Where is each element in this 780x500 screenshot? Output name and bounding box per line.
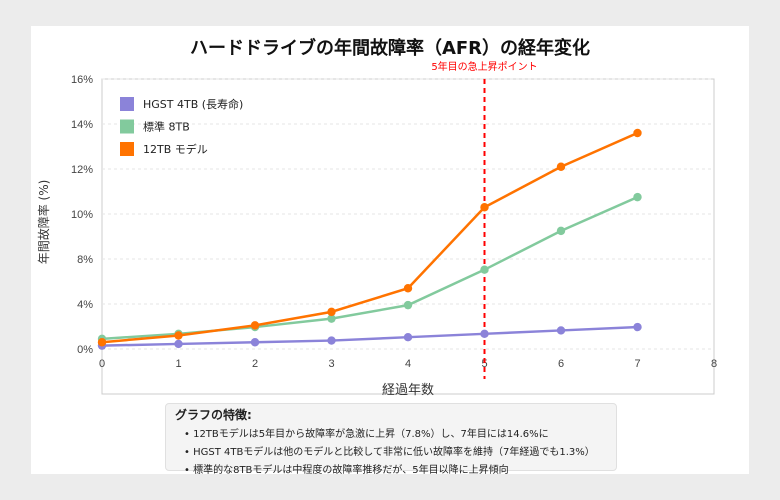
data-point [633,128,642,138]
y-axis-label: 年間故障率 (%) [36,180,51,265]
x-tick-label: 8 [711,358,717,370]
legend-label: 12TB モデル [143,142,208,156]
data-point [174,339,183,349]
data-point [250,321,260,330]
y-tick-label: 4% [77,299,93,311]
feature-item: • 12TBモデルは5年目から故障率が急激に上昇（7.8%）し、7年目には14.… [184,429,549,440]
y-tick-label: 12% [71,164,93,176]
data-point [327,336,336,345]
data-point [403,284,413,293]
data-point [174,331,183,340]
legend-label: HGST 4TB (長寿命) [143,97,243,111]
legend-label: 標準 8TB [143,120,190,134]
x-axis-label: 経過年数 [382,383,434,398]
data-point [403,332,413,342]
data-point [480,329,489,339]
annotation-label: 5年目の急上昇ポイント [431,60,537,73]
data-point [556,226,566,236]
x-tick-label: 0 [99,358,105,370]
y-tick-label: 8% [77,254,93,266]
x-tick-label: 3 [328,358,334,370]
features-title: グラフの特徴: [175,408,252,422]
x-tick-label: 5 [481,358,487,370]
x-tick-label: 6 [558,358,564,370]
legend-swatch [120,97,134,111]
y-tick-label: 0% [77,344,93,356]
feature-item: • HGST 4TBモデルは他のモデルと比較して非常に低い故障率を維持（7年経過… [184,447,595,458]
data-point [556,326,566,335]
series-line [101,195,639,341]
legend-swatch [120,119,134,134]
y-tick-label: 16% [71,74,93,86]
chart-title: ハードドライブの年間故障率（AFR）の経年変化 [189,38,591,59]
plot-frame [101,78,715,395]
x-tick-label: 2 [252,358,258,370]
data-point [403,300,413,310]
y-tick-label: 14% [71,119,93,131]
data-point [633,192,642,202]
data-point [327,307,336,317]
chart-card [31,26,749,474]
data-point [480,265,489,274]
series-line [101,131,639,344]
y-tick-label: 10% [71,209,93,221]
data-point [327,314,336,323]
x-tick-label: 1 [175,358,181,370]
x-tick-label: 4 [405,358,411,370]
legend-swatch [120,142,134,156]
data-point [633,322,642,332]
features-box: グラフの特徴: • 12TBモデルは5年目から故障率が急激に上昇（7.8%）し、… [165,403,617,476]
data-point [480,203,489,212]
series-line [101,325,638,347]
data-point [556,162,566,171]
data-point [250,338,260,347]
x-tick-label: 7 [634,358,640,370]
data-point [97,338,107,347]
feature-item: • 標準的な8TBモデルは中程度の故障率推移だが、5年目以降に上昇傾向 [184,465,509,476]
